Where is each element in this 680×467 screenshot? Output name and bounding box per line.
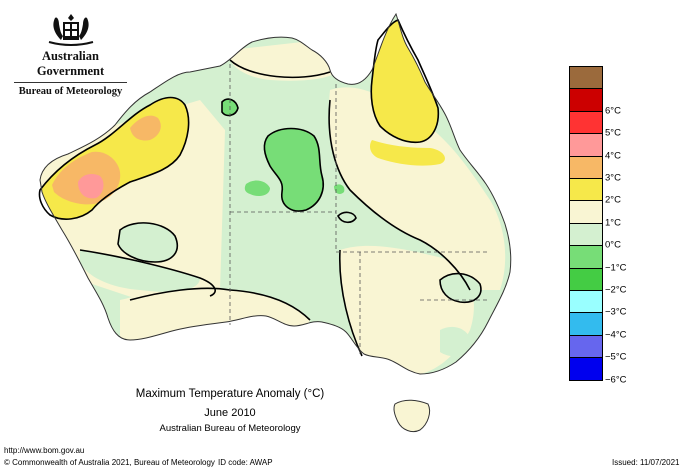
footer-id-code: ID code: AWAP bbox=[218, 458, 273, 467]
legend-swatch bbox=[570, 246, 602, 269]
legend-swatch bbox=[570, 313, 602, 336]
legend-swatch bbox=[570, 111, 602, 135]
legend-swatch bbox=[570, 156, 602, 179]
bureau-name: Bureau of Meteorology bbox=[18, 86, 123, 97]
legend-label: 0°C bbox=[605, 239, 621, 251]
legend-swatch bbox=[570, 134, 602, 157]
footer-issued: Issued: 11/07/2021 bbox=[612, 458, 680, 467]
legend-swatch bbox=[570, 201, 602, 224]
footer-copyright: © Commonwealth of Australia 2021, Bureau… bbox=[4, 458, 215, 467]
legend-label: 1°C bbox=[605, 217, 621, 229]
footer-url[interactable]: http://www.bom.gov.au bbox=[4, 446, 85, 455]
legend-label: −5°C bbox=[605, 351, 627, 363]
legend-label: −4°C bbox=[605, 329, 627, 341]
legend-swatch bbox=[570, 268, 602, 291]
legend-swatch bbox=[570, 178, 602, 202]
header-divider bbox=[14, 82, 127, 83]
legend-label: 5°C bbox=[605, 127, 621, 139]
legend-swatch bbox=[570, 290, 602, 314]
legend-label: 3°C bbox=[605, 172, 621, 184]
legend-label: −3°C bbox=[605, 306, 627, 318]
legend-swatch bbox=[570, 335, 602, 359]
legend-label: −6°C bbox=[605, 374, 627, 386]
legend-label: −1°C bbox=[605, 262, 627, 274]
legend-swatch bbox=[570, 358, 602, 381]
coat-of-arms-icon bbox=[48, 14, 93, 46]
legend-swatch bbox=[570, 223, 602, 247]
agency-header: Australian Government Bureau of Meteorol… bbox=[8, 8, 133, 97]
legend-label: 4°C bbox=[605, 150, 621, 162]
legend-swatch bbox=[570, 67, 602, 90]
legend-label: 6°C bbox=[605, 105, 621, 117]
map-source: Australian Bureau of Meteorology bbox=[159, 423, 301, 434]
legend-label: 2°C bbox=[605, 194, 621, 206]
legend-swatch bbox=[570, 89, 602, 112]
color-legend bbox=[569, 66, 603, 382]
map-title: Maximum Temperature Anomaly (°C) bbox=[135, 388, 325, 400]
map-period: June 2010 bbox=[204, 407, 256, 419]
legend-label: −2°C bbox=[605, 284, 627, 296]
government-name: Australian Government bbox=[36, 49, 105, 78]
